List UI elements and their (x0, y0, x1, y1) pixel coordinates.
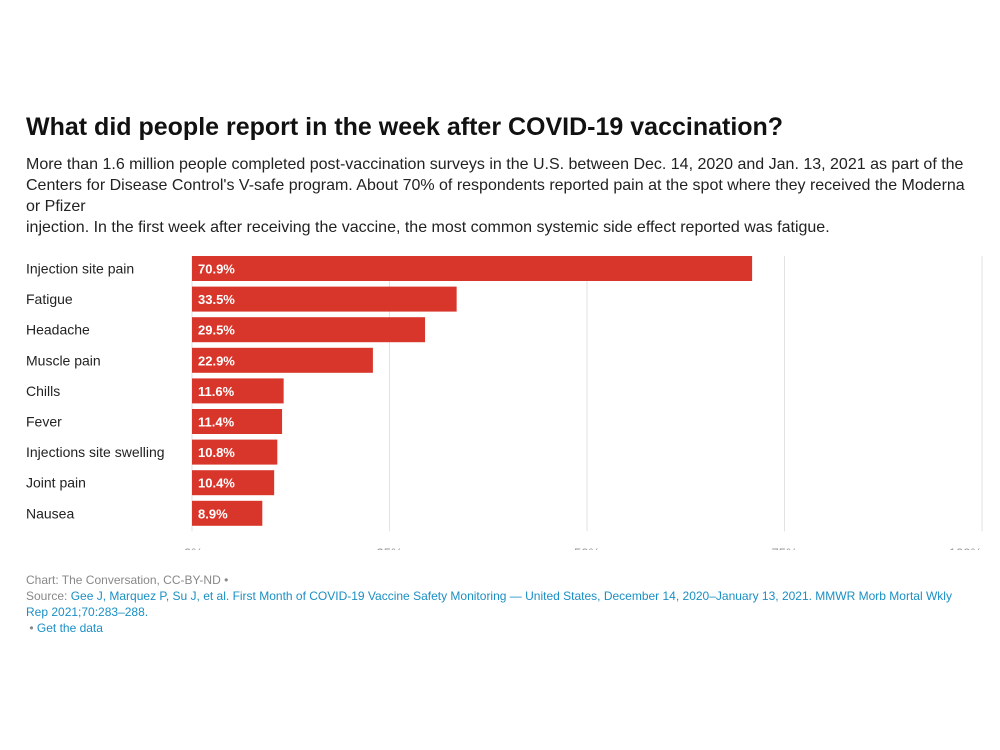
chart-title: What did people report in the week after… (26, 113, 784, 141)
category-label: Injections site swelling (26, 444, 165, 460)
bar (192, 317, 426, 343)
x-tick-label: 50% (574, 545, 600, 550)
data-label: 10.4% (198, 476, 235, 491)
subtitle-line-2: injection. In the first week after recei… (26, 219, 830, 236)
category-label: Chills (26, 383, 60, 399)
bar (192, 439, 278, 465)
x-tick-label: 100% (949, 545, 983, 550)
data-label: 11.6% (198, 384, 235, 399)
data-label: 11.4% (198, 415, 235, 430)
bar (192, 500, 263, 526)
bar (192, 470, 275, 496)
category-label: Fatigue (26, 291, 73, 307)
source-link[interactable]: Gee J, Marquez P, Su J, et al. First Mon… (26, 589, 952, 619)
chart-header: What did people report in the week after… (26, 112, 978, 238)
category-label: Joint pain (26, 475, 86, 491)
data-label: 33.5% (198, 292, 235, 307)
data-label: 29.5% (198, 323, 235, 338)
credit-bullet: • (224, 573, 229, 587)
category-label: Headache (26, 322, 90, 338)
chart-subtitle: More than 1.6 million people completed p… (26, 154, 978, 238)
category-label: Muscle pain (26, 352, 101, 368)
bar (192, 256, 753, 281)
bar (192, 409, 283, 434)
data-label: 70.9% (198, 262, 235, 277)
get-data-link[interactable]: Get the data (36, 621, 103, 635)
source-line: Source: Gee J, Marquez P, Su J, et al. F… (26, 588, 976, 620)
subtitle-line-1: More than 1.6 million people completed p… (26, 156, 965, 215)
x-tick-label: 75% (771, 545, 797, 550)
get-data-bullet: • (29, 621, 34, 635)
data-label: 10.8% (198, 445, 235, 460)
credit-line: Chart: The Conversation, CC-BY-ND • (26, 572, 976, 588)
bar-chart: 0% 25% 50% 75% 100% Injection site pain 70.9% F… (26, 256, 983, 550)
x-tick-label: 25% (376, 545, 402, 550)
x-tick-label: 0% (184, 545, 203, 550)
category-label: Injection site pain (26, 261, 134, 277)
credit-text: Chart: The Conversation, CC-BY-ND (26, 573, 221, 587)
category-label: Nausea (26, 505, 74, 521)
category-label: Fever (26, 414, 62, 430)
bar (192, 286, 457, 312)
bar (192, 347, 373, 373)
bar (192, 378, 284, 404)
source-label: Source: (26, 589, 68, 603)
get-data-line: • Get the data (26, 620, 976, 636)
data-label: 8.9% (198, 506, 228, 521)
chart-footer: Chart: The Conversation, CC-BY-ND • Sour… (26, 572, 976, 636)
data-label: 22.9% (198, 353, 235, 368)
